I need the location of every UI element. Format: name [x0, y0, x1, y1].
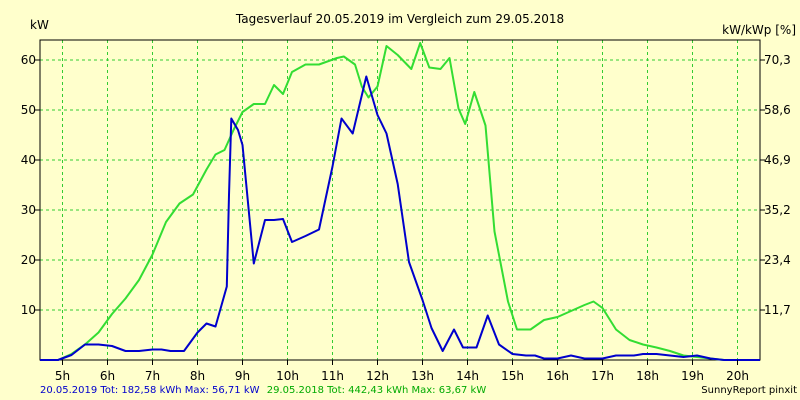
x-tick-label: 20h: [726, 369, 749, 383]
y-tick-label-left: 40: [21, 153, 36, 167]
legend-series-green: 29.05.2018 Tot: 442,43 kWh Max: 63,67 kW: [267, 385, 487, 396]
x-tick-label: 15h: [501, 369, 524, 383]
chart-title: Tagesverlauf 20.05.2019 im Vergleich zum…: [235, 12, 564, 26]
y-tick-label-left: 30: [21, 203, 36, 217]
y-tick-label-right: 11,7: [764, 303, 791, 317]
y-tick-label-right: 46,9: [764, 153, 791, 167]
x-tick-label: 16h: [546, 369, 569, 383]
x-tick-label: 8h: [190, 369, 205, 383]
y-tick-label-left: 50: [21, 103, 36, 117]
tick-labels: 5h 6h 7h 8h 9h 10h 11h 12h 13h 14h 15h 16h 17h 18h 19h…: [21, 53, 791, 383]
x-tick-label: 12h: [366, 369, 389, 383]
y-tick-label-right: 70,3: [764, 53, 791, 67]
footer-legend: 20.05.2019 Tot: 182,58 kWh Max: 56,71 kW…: [40, 385, 486, 396]
x-tick-label: 6h: [100, 369, 115, 383]
x-tick-label: 14h: [456, 369, 479, 383]
x-tick-label: 18h: [636, 369, 659, 383]
y-axis-label-right: kW/kWp [%]: [722, 23, 796, 37]
y-tick-label-left: 10: [21, 303, 36, 317]
x-tick-label: 7h: [145, 369, 160, 383]
series-line-green: [40, 42, 760, 361]
y-tick-label-left: 20: [21, 253, 36, 267]
y-tick-label-left: 60: [21, 53, 36, 67]
series-layer: [40, 42, 760, 361]
x-tick-label: 17h: [591, 369, 614, 383]
y-tick-label-right: 35,2: [764, 203, 791, 217]
series-line-blue: [40, 75, 760, 361]
plot-frame: [39, 39, 761, 361]
grid: [40, 40, 760, 360]
y-tick-label-right: 58,6: [764, 103, 791, 117]
y-tick-label-right: 23,4: [764, 253, 791, 267]
x-tick-label: 9h: [235, 369, 250, 383]
footer-credit: SunnyReport pinxit: [701, 385, 797, 396]
legend-series-blue: 20.05.2019 Tot: 182,58 kWh Max: 56,71 kW: [40, 385, 260, 396]
x-tick-label: 19h: [681, 369, 704, 383]
x-tick-label: 5h: [55, 369, 70, 383]
y-axis-label-left: kW: [30, 18, 49, 32]
x-tick-label: 10h: [276, 369, 299, 383]
x-tick-label: 13h: [411, 369, 434, 383]
x-tick-label: 11h: [321, 369, 344, 383]
